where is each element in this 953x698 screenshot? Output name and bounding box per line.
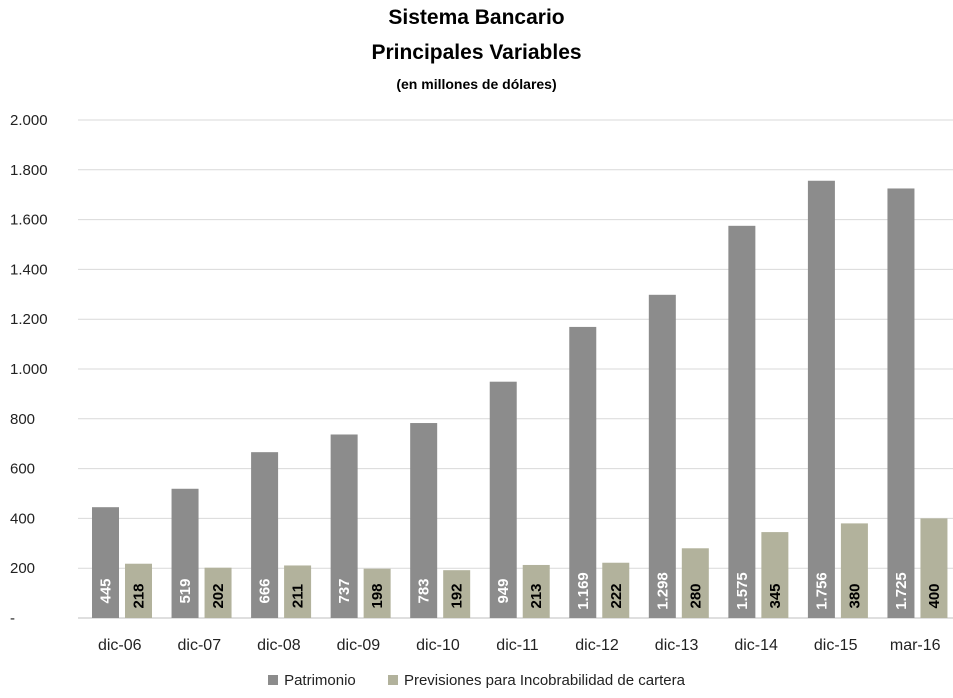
bar-previsiones xyxy=(204,567,232,618)
data-label: 949 xyxy=(495,578,512,603)
data-label: 211 xyxy=(290,584,307,608)
data-label: 1.725 xyxy=(893,572,910,610)
data-label: 380 xyxy=(846,583,863,608)
x-tick-label: dic-09 xyxy=(337,637,381,654)
data-label: 345 xyxy=(767,583,784,608)
data-label: 783 xyxy=(416,578,433,603)
data-label: 737 xyxy=(336,578,353,603)
y-tick-label: 2.000 xyxy=(10,112,48,129)
data-label: 213 xyxy=(528,583,545,608)
y-tick-label: - xyxy=(10,610,15,627)
bar-previsiones xyxy=(920,518,948,618)
bar-patrimonio xyxy=(489,381,517,618)
y-tick-label: 200 xyxy=(10,560,35,577)
bar-previsiones xyxy=(602,562,630,618)
legend-swatch-previsiones xyxy=(387,675,398,685)
legend-swatch-patrimonio xyxy=(268,675,279,685)
data-label: 1.575 xyxy=(734,572,751,610)
bar-patrimonio xyxy=(330,434,358,618)
bar-previsiones xyxy=(522,564,550,618)
bar-previsiones xyxy=(443,570,471,618)
bar-patrimonio xyxy=(92,507,119,618)
y-tick-label: 1.800 xyxy=(10,162,48,179)
x-tick-label: dic-14 xyxy=(734,637,778,654)
y-tick-label: 1.600 xyxy=(10,212,48,229)
data-label: 218 xyxy=(131,583,148,608)
legend-label-previsiones: Previsiones para Incobrabilidad de carte… xyxy=(403,672,685,689)
x-tick-label: dic-13 xyxy=(655,637,699,654)
y-tick-label: 1.400 xyxy=(10,261,48,278)
x-tick-label: dic-07 xyxy=(178,637,222,654)
legend-item-patrimonio: Patrimonio xyxy=(268,672,356,689)
data-label: 519 xyxy=(177,578,194,603)
data-label: 280 xyxy=(687,583,704,608)
x-tick-label: dic-15 xyxy=(814,637,858,654)
data-label: 198 xyxy=(369,583,386,608)
bar-patrimonio xyxy=(410,423,438,618)
data-label: 222 xyxy=(608,583,625,608)
bar-previsiones xyxy=(840,523,868,618)
y-tick-label: 400 xyxy=(10,510,35,527)
data-label: 1.169 xyxy=(575,572,592,610)
bar-patrimonio xyxy=(171,488,199,618)
data-label: 202 xyxy=(210,583,227,608)
chart-units: (en millones de dólares) xyxy=(396,76,557,92)
x-tick-label: dic-10 xyxy=(416,637,460,654)
bar-patrimonio xyxy=(648,294,676,618)
bar-patrimonio xyxy=(807,180,835,619)
x-tick-label: dic-08 xyxy=(257,637,301,654)
bar-previsiones xyxy=(363,568,391,618)
data-label: 445 xyxy=(98,578,115,603)
x-tick-label: mar-16 xyxy=(890,637,941,654)
bar-patrimonio xyxy=(728,225,756,618)
data-label: 666 xyxy=(257,578,274,603)
bar-previsiones xyxy=(681,548,709,618)
x-tick-label: dic-06 xyxy=(98,637,142,654)
y-tick-label: 1.000 xyxy=(10,361,48,378)
bar-previsiones xyxy=(284,565,312,618)
data-label: 400 xyxy=(926,583,943,608)
y-tick-label: 1.200 xyxy=(10,311,48,328)
legend-label-patrimonio: Patrimonio xyxy=(284,672,356,689)
data-label: 192 xyxy=(449,583,466,608)
bar-patrimonio xyxy=(887,188,915,618)
chart-subtitle: Principales Variables xyxy=(371,41,582,64)
bar-patrimonio xyxy=(251,452,279,618)
chart-title: Sistema Bancario xyxy=(388,6,565,29)
bar-patrimonio xyxy=(569,326,597,618)
data-label: 1.756 xyxy=(813,572,830,610)
data-label: 1.298 xyxy=(654,572,671,610)
legend-item-previsiones: Previsiones para Incobrabilidad de carte… xyxy=(387,672,685,689)
bar-previsiones xyxy=(761,532,789,618)
x-tick-label: dic-11 xyxy=(496,637,538,654)
x-tick-label: dic-12 xyxy=(575,637,619,654)
y-tick-label: 600 xyxy=(10,461,35,478)
y-tick-label: 800 xyxy=(10,411,35,428)
legend: Patrimonio Previsiones para Incobrabilid… xyxy=(0,672,953,689)
bar-previsiones xyxy=(125,563,152,618)
